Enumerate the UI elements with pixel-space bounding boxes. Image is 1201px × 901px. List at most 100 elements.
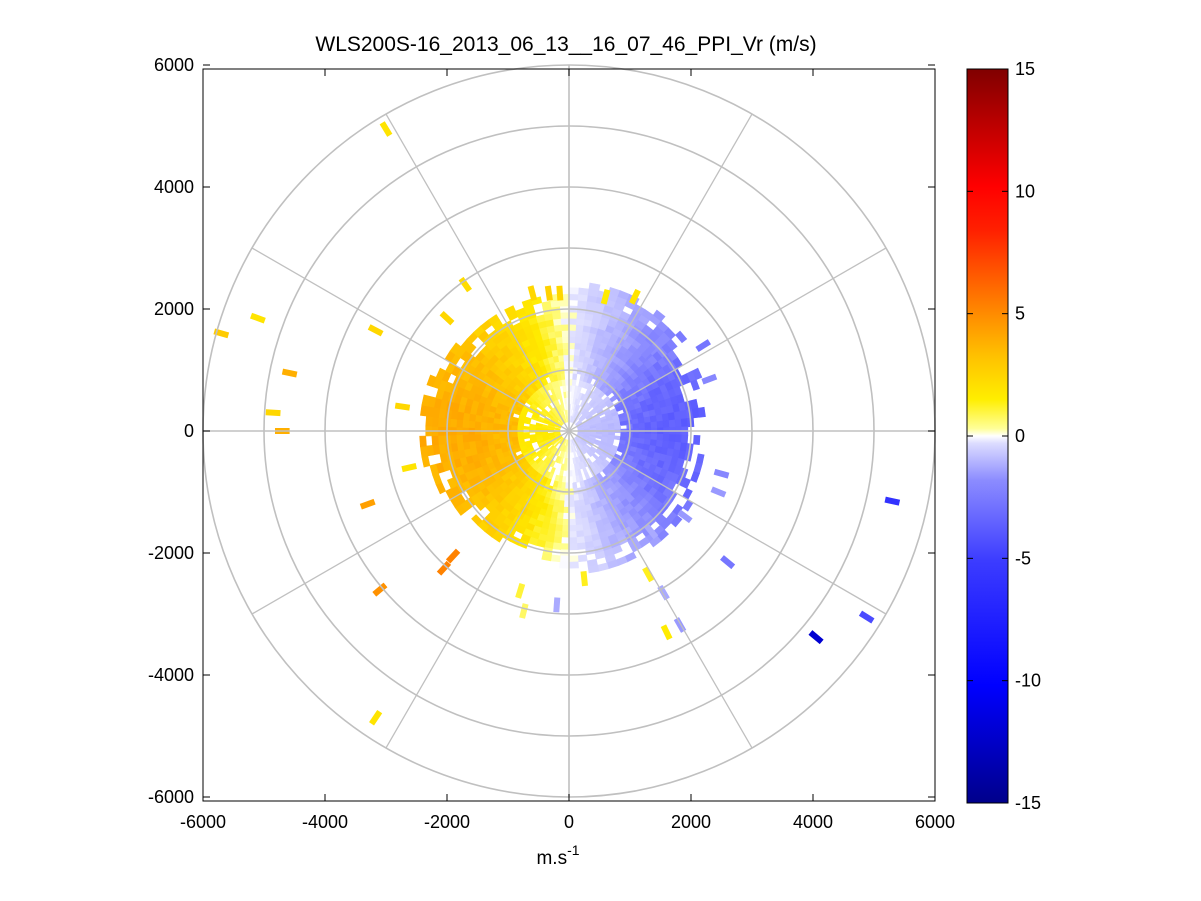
velocity-cell bbox=[690, 471, 700, 483]
velocity-cell bbox=[560, 543, 570, 551]
plot-area: -6000 -4000 -2000 0 2000 4000 6000 6000 4000 200… bbox=[148, 55, 955, 832]
velocity-cell bbox=[572, 372, 578, 380]
velocity-cell bbox=[568, 531, 577, 539]
velocity-cell bbox=[561, 531, 570, 539]
x-axis-label-exponent: -1 bbox=[567, 842, 580, 858]
velocity-cell bbox=[486, 438, 495, 446]
scatter-return bbox=[249, 312, 266, 324]
velocity-cell bbox=[560, 317, 570, 325]
velocity-cell bbox=[644, 433, 652, 440]
velocity-cell bbox=[568, 336, 576, 344]
scatter-return bbox=[544, 285, 553, 301]
x-tick-label: 2000 bbox=[671, 812, 711, 832]
velocity-cell bbox=[431, 416, 439, 427]
velocity-cell bbox=[571, 463, 575, 471]
velocity-cell bbox=[558, 360, 565, 368]
velocity-cell bbox=[644, 422, 652, 429]
velocity-cell bbox=[455, 418, 464, 428]
velocity-cell bbox=[561, 525, 570, 532]
y-tick-label: 4000 bbox=[154, 177, 194, 197]
velocity-cell bbox=[562, 336, 570, 344]
scatter-return bbox=[677, 509, 693, 524]
azimuth-spoke bbox=[385, 113, 570, 432]
velocity-cell bbox=[562, 512, 570, 520]
velocity-cell bbox=[421, 394, 431, 407]
velocity-cell bbox=[449, 342, 462, 355]
velocity-cell bbox=[568, 330, 577, 337]
velocity-cell bbox=[568, 311, 578, 319]
velocity-cell bbox=[573, 506, 581, 514]
velocity-cell bbox=[420, 404, 429, 417]
x-tick-label: -2000 bbox=[424, 812, 470, 832]
velocity-cell bbox=[492, 438, 501, 445]
velocity-cell bbox=[675, 330, 688, 344]
scatter-return bbox=[673, 617, 687, 633]
velocity-cell bbox=[643, 416, 652, 424]
velocity-cell bbox=[656, 420, 664, 429]
velocity-cell bbox=[697, 406, 706, 418]
x-tick-label: -6000 bbox=[180, 812, 226, 832]
y-tick-label: 2000 bbox=[154, 299, 194, 319]
x-tick-label: 0 bbox=[564, 812, 574, 832]
velocity-cell bbox=[562, 506, 570, 514]
velocity-cell bbox=[576, 542, 586, 550]
velocity-cell bbox=[461, 434, 470, 443]
velocity-cell bbox=[541, 552, 552, 562]
velocity-cell bbox=[560, 537, 570, 545]
velocity-cell bbox=[486, 433, 494, 440]
y-tick-label: 0 bbox=[184, 421, 194, 441]
velocity-cell bbox=[656, 433, 664, 442]
velocity-cell bbox=[562, 385, 567, 393]
scatter-return bbox=[644, 524, 659, 540]
velocity-cell bbox=[557, 348, 565, 356]
velocity-field bbox=[419, 282, 706, 574]
velocity-cell bbox=[576, 318, 586, 326]
velocity-cell bbox=[480, 433, 488, 441]
azimuth-spoke bbox=[568, 430, 887, 615]
velocity-cell bbox=[504, 305, 517, 316]
velocity-cell bbox=[568, 342, 576, 350]
velocity-cell bbox=[556, 342, 564, 350]
velocity-cell bbox=[650, 421, 658, 429]
velocity-cell bbox=[431, 435, 439, 446]
velocity-cell bbox=[680, 418, 689, 428]
scatter-return bbox=[710, 486, 727, 498]
velocity-cell bbox=[541, 300, 552, 310]
velocity-cell bbox=[668, 434, 677, 443]
velocity-cell bbox=[562, 348, 570, 356]
velocity-cell bbox=[572, 482, 578, 490]
velocity-cell bbox=[662, 433, 670, 442]
velocity-cell bbox=[576, 312, 586, 320]
colorbar-tick-label: 0 bbox=[1015, 426, 1025, 446]
scatter-return bbox=[600, 288, 611, 305]
velocity-cell bbox=[575, 330, 584, 338]
azimuth-spoke bbox=[251, 430, 570, 615]
y-tick-label: -6000 bbox=[148, 787, 194, 807]
velocity-cell bbox=[552, 536, 562, 544]
velocity-cell bbox=[446, 477, 457, 489]
velocity-cell bbox=[561, 330, 570, 337]
velocity-cell bbox=[574, 518, 583, 526]
scatter-return bbox=[372, 582, 388, 597]
scatter-return bbox=[379, 121, 393, 137]
velocity-cell bbox=[652, 309, 666, 322]
x-axis-label: m.s-1 bbox=[536, 842, 579, 869]
velocity-cell bbox=[510, 432, 518, 438]
scatter-return bbox=[281, 368, 298, 378]
scatter-return bbox=[367, 324, 384, 337]
velocity-cell bbox=[587, 564, 600, 574]
colorbar-tick-label: -5 bbox=[1015, 548, 1031, 568]
velocity-cell bbox=[559, 561, 570, 569]
velocity-cell bbox=[552, 542, 562, 550]
velocity-cell bbox=[558, 354, 565, 362]
velocity-cell bbox=[468, 433, 476, 442]
velocity-cell bbox=[578, 287, 590, 296]
azimuth-spoke bbox=[568, 430, 753, 749]
velocity-cell bbox=[568, 506, 576, 514]
velocity-cell bbox=[522, 425, 530, 430]
velocity-cell bbox=[691, 367, 703, 380]
velocity-cell bbox=[552, 318, 562, 326]
scatter-return bbox=[858, 610, 875, 624]
scatter-return bbox=[401, 463, 417, 473]
